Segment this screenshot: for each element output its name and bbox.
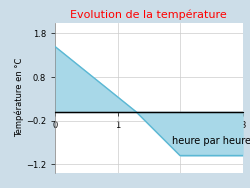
Title: Evolution de la température: Evolution de la température [70,10,227,20]
Y-axis label: Température en °C: Température en °C [15,58,24,137]
Text: heure par heure: heure par heure [172,136,250,146]
